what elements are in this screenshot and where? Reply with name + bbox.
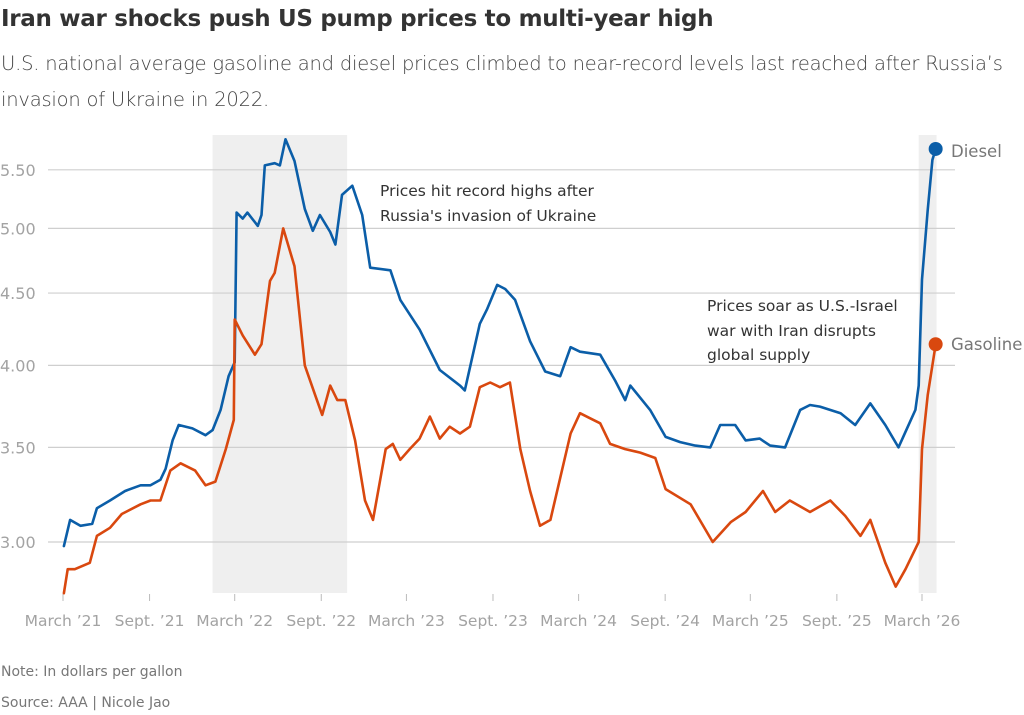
legend-label-gasoline: Gasoline xyxy=(951,335,1022,354)
y-tick-label: 5.00 xyxy=(0,219,36,238)
x-axis: March ’21 Sept. ’21 March ’22 Sept. ’22 Marc… xyxy=(25,594,961,630)
chart-title: Iran war shocks push US pump prices to m… xyxy=(1,6,714,32)
x-tick-label: March ’23 xyxy=(368,612,445,630)
chart-subtitle: U.S. national average gasoline and diese… xyxy=(1,52,1003,111)
x-tick-label: Sept. ’23 xyxy=(458,612,528,630)
x-tick-label: Sept. ’21 xyxy=(115,612,185,630)
y-tick-label: 4.50 xyxy=(0,284,36,303)
annotation-line: global supply xyxy=(707,346,810,364)
x-tick-label: Sept. ’25 xyxy=(802,612,872,630)
annotation-line: Prices hit record highs after xyxy=(380,182,594,200)
gridlines xyxy=(48,169,955,543)
x-tick-label: March ’26 xyxy=(884,612,961,630)
shaded-periods xyxy=(212,135,937,593)
x-tick-label: March ’21 xyxy=(25,612,102,630)
end-dot-gasoline xyxy=(928,337,943,352)
annotation-russia: Prices hit record highs after Russia's i… xyxy=(380,182,596,225)
series-line-gasoline xyxy=(62,227,938,595)
end-dot-diesel xyxy=(928,141,943,156)
x-tick-label: March ’25 xyxy=(712,612,789,630)
annotation-iran: Prices soar as U.S.-Israel war with Iran… xyxy=(707,297,898,364)
x-tick-label: March ’24 xyxy=(540,612,617,630)
y-tick-label: 3.00 xyxy=(0,533,36,552)
source-credit: Source: AAA | Nicole Jao xyxy=(1,695,171,711)
x-tick-label: Sept. ’24 xyxy=(630,612,700,630)
series-line-diesel xyxy=(62,138,938,548)
x-tick-label: Sept. ’22 xyxy=(286,612,356,630)
annotation-line: Prices soar as U.S.-Israel xyxy=(707,297,898,315)
footnote: Note: In dollars per gallon xyxy=(1,664,183,680)
x-tick-label: March ’22 xyxy=(196,612,273,630)
y-tick-label: 4.00 xyxy=(0,356,36,375)
annotation-line: Russia's invasion of Ukraine xyxy=(380,207,596,225)
y-tick-label: 5.50 xyxy=(0,161,36,180)
series-lines xyxy=(62,138,943,595)
y-axis: 3.00 3.50 4.00 4.50 5.00 5.50 xyxy=(0,161,36,552)
y-tick-label: 3.50 xyxy=(0,438,36,457)
legend-label-diesel: Diesel xyxy=(951,142,1002,161)
annotation-line: war with Iran disrupts xyxy=(707,322,876,340)
